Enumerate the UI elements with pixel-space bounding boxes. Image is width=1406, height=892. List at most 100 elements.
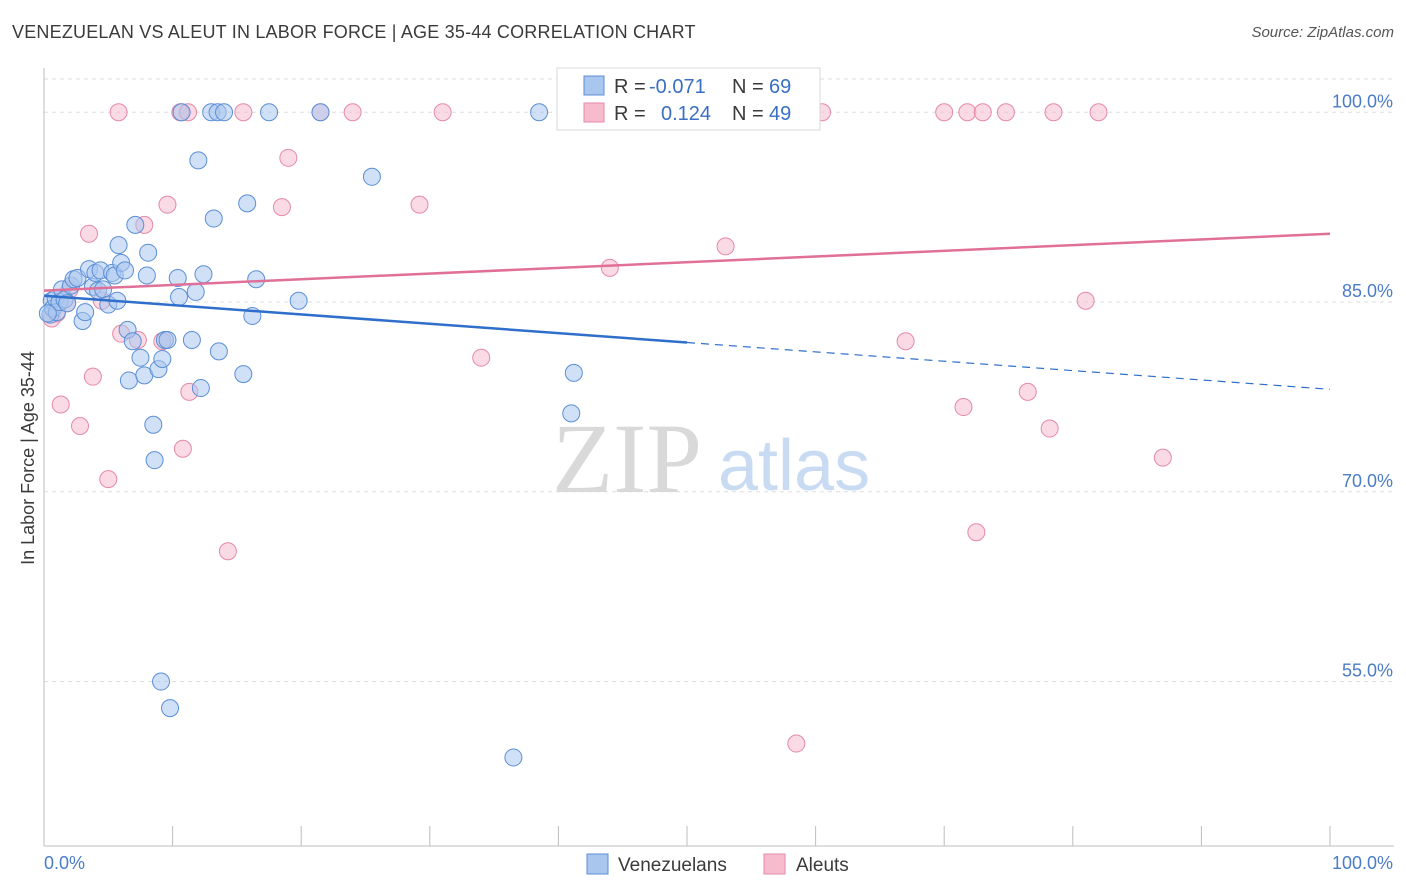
venezuelan-trend-line (43, 294, 688, 344)
aleut-point-28 (472, 348, 491, 367)
venezuelan-trend-extension (686, 341, 1331, 390)
chart-title: VENEZUELAN VS ALEUT IN LABOR FORCE | AGE… (12, 22, 696, 42)
aleut-point-33 (787, 734, 806, 753)
venezuelan-point-67 (564, 363, 583, 382)
axes (43, 68, 1394, 847)
venezuelan-point-28 (119, 371, 138, 390)
aleut-point-20 (218, 542, 237, 561)
venezuelan-point-68 (38, 304, 57, 323)
venezuelan-point-38 (152, 672, 171, 691)
legend-r-value-aleuts: 0.124 (661, 103, 711, 125)
venezuelan-point-45 (172, 103, 191, 122)
aleut-point-36 (896, 332, 915, 351)
legend-n-label-venezuelans: N = (732, 76, 764, 98)
aleut-trend-line (43, 232, 1331, 292)
trend-lines (43, 232, 1331, 390)
aleut-point-7 (83, 367, 102, 386)
venezuelan-point-36 (145, 451, 164, 470)
venezuelan-point-59 (247, 270, 266, 289)
y-tick-label-1: 70.0% (1342, 471, 1393, 491)
venezuelan-point-35 (144, 415, 163, 434)
venezuelan-point-8 (58, 294, 77, 313)
venezuelan-point-63 (362, 167, 381, 186)
aleut-point-38 (954, 398, 973, 417)
aleut-point-15 (158, 195, 177, 214)
venezuelan-point-41 (158, 330, 177, 349)
bottom-legend-label-aleuts: Aleuts (796, 855, 849, 876)
y-tick-labels: 55.0% 70.0% 85.0% 100.0% (1332, 91, 1393, 680)
aleut-point-45 (1044, 103, 1063, 122)
legend-n-value-aleuts: 49 (769, 103, 791, 125)
venezuelan-point-56 (234, 365, 253, 384)
venezuelan-point-24 (109, 236, 128, 255)
venezuelan-point-48 (189, 151, 208, 170)
y-tick-label-0: 55.0% (1342, 661, 1393, 681)
bottom-legend-label-venezuelans: Venezuelans (618, 855, 727, 876)
venezuelan-point-29 (123, 332, 142, 351)
aleut-point-29 (600, 258, 619, 277)
venezuelan-point-43 (168, 268, 187, 287)
aleut-point-22 (272, 198, 291, 217)
aleut-point-47 (1089, 103, 1108, 122)
aleut-point-5 (71, 417, 90, 436)
aleut-point-37 (935, 103, 954, 122)
aleut-point-48 (1153, 448, 1172, 467)
legend-swatch-aleuts (583, 102, 605, 123)
venezuelan-point-34 (139, 243, 158, 262)
watermark-zip: ZIP (552, 403, 702, 514)
venezuelan-point-60 (260, 103, 279, 122)
bottom-legend-swatch-venezuelans (586, 853, 609, 875)
legend-r-label-aleuts: R = (614, 103, 646, 125)
venezuelan-point-13 (76, 303, 95, 322)
legend-n-value-venezuelans: 69 (769, 76, 791, 98)
venezuelan-point-61 (289, 291, 308, 310)
legend-r-value-venezuelans: -0.071 (649, 76, 706, 98)
venezuelan-point-33 (137, 266, 156, 285)
venezuelan-point-26 (116, 261, 135, 280)
y-tick-label-3: 100.0% (1332, 91, 1393, 111)
venezuelan-point-57 (238, 194, 257, 213)
venezuelan-point-50 (194, 265, 213, 284)
venezuelan-point-52 (204, 209, 223, 228)
aleut-point-17 (173, 439, 192, 458)
venezuelan-point-30 (126, 215, 145, 234)
aleut-point-40 (967, 523, 986, 542)
venezuelan-point-44 (170, 287, 189, 306)
venezuelan-point-66 (562, 404, 581, 423)
venezuelan-point-47 (186, 282, 205, 301)
aleut-point-6 (80, 224, 99, 243)
y-tick-label-2: 85.0% (1342, 281, 1393, 301)
x-tick-labels: 0.0% 100.0% (44, 853, 1393, 873)
venezuelan-point-55 (215, 103, 234, 122)
aleut-point-31 (716, 237, 735, 256)
venezuelan-point-42 (161, 699, 180, 718)
legend-r-label-venezuelans: R = (614, 76, 646, 98)
bottom-legend: Venezuelans Aleuts (586, 853, 849, 876)
source-credit: Source: ZipAtlas.com (1251, 24, 1394, 41)
aleut-point-26 (410, 195, 429, 214)
aleut-point-21 (234, 103, 253, 122)
aleut-point-27 (433, 103, 452, 122)
venezuelan-point-46 (182, 330, 201, 349)
legend-box: R = -0.071 N = 69 R = 0.124 N = 49 (556, 67, 821, 131)
aleut-point-43 (1018, 382, 1037, 401)
venezuelan-point-64 (504, 748, 523, 767)
x-axis-ticks (43, 826, 1331, 846)
aleut-point-2 (51, 395, 70, 414)
legend-n-label-aleuts: N = (732, 103, 764, 125)
watermark: ZIP atlas (552, 403, 870, 514)
venezuelan-point-54 (209, 342, 228, 361)
bottom-legend-swatch-aleuts (763, 853, 786, 875)
y-axis-title: In Labor Force | Age 35-44 (18, 351, 38, 565)
x-tick-label-0: 0.0% (44, 853, 85, 873)
aleut-point-41 (973, 103, 992, 122)
venezuelan-points (38, 103, 583, 767)
aleut-point-10 (109, 103, 128, 122)
aleut-point-44 (1040, 419, 1059, 438)
aleut-point-42 (996, 103, 1015, 122)
aleut-point-25 (343, 103, 362, 122)
watermark-atlas: atlas (718, 426, 870, 506)
venezuelan-point-49 (191, 379, 210, 398)
venezuelan-point-65 (530, 103, 549, 122)
